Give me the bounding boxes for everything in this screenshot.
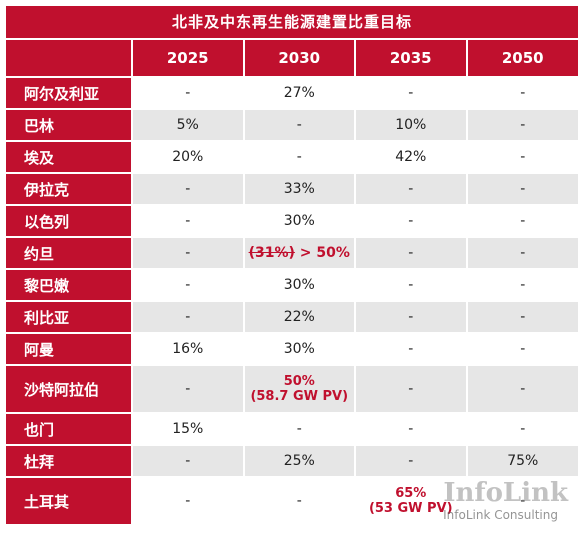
header-corner xyxy=(6,38,133,77)
value-cell: - xyxy=(243,476,356,524)
value-cell: - xyxy=(466,476,578,524)
value-cell: - xyxy=(355,364,468,413)
value-cell: 5% xyxy=(132,108,245,141)
value-cell: - xyxy=(243,108,356,141)
value-cell: 16% xyxy=(132,332,245,365)
value-cell: - xyxy=(355,204,468,237)
country-cell: 以色列 xyxy=(6,204,133,237)
value-cell: - xyxy=(466,268,578,301)
target-capacity: (53 GW PV) xyxy=(368,501,453,516)
new-target-value: 50% xyxy=(316,245,350,261)
target-capacity: (58.7 GW PV) xyxy=(250,389,349,404)
renewable-target-table: 2025 2030 2035 2050 阿尔及利亚 - 27% - - 巴林 5… xyxy=(6,38,578,524)
value-cell: - xyxy=(243,140,356,173)
value-cell: 10% xyxy=(355,108,468,141)
table-row: 以色列 - 30% - - xyxy=(6,204,578,237)
country-cell: 土耳其 xyxy=(6,476,133,524)
country-cell: 伊拉克 xyxy=(6,172,133,205)
value-cell: - xyxy=(355,268,468,301)
column-header: 2025 xyxy=(132,38,245,77)
value-cell: - xyxy=(466,364,578,413)
country-cell: 黎巴嫩 xyxy=(6,268,133,301)
value-cell: - xyxy=(132,268,245,301)
saudi-target-cell: 50% (58.7 GW PV) xyxy=(243,364,356,413)
old-target-value: (31%) xyxy=(248,245,295,261)
table-row: 利比亚 - 22% - - xyxy=(6,300,578,333)
value-cell: 25% xyxy=(243,444,356,477)
value-cell: 42% xyxy=(355,140,468,173)
header-row: 2025 2030 2035 2050 xyxy=(6,38,578,77)
table-row: 沙特阿拉伯 - 50% (58.7 GW PV) - - xyxy=(6,364,578,413)
table-row: 也门 15% - - - xyxy=(6,412,578,445)
value-cell: 15% xyxy=(132,412,245,445)
value-cell: - xyxy=(132,444,245,477)
country-cell: 利比亚 xyxy=(6,300,133,333)
column-header: 2035 xyxy=(355,38,468,77)
country-cell: 杜拜 xyxy=(6,444,133,477)
infolink-watermark-caption: InfoLink Consulting xyxy=(443,508,558,522)
turkey-target-cell: 65% (53 GW PV) xyxy=(355,476,468,524)
target-percent: 50% xyxy=(283,374,315,389)
table-row: 约旦 - (31%) > 50% - - xyxy=(6,236,578,269)
value-cell: - xyxy=(466,140,578,173)
table-row: 阿曼 16% 30% - - xyxy=(6,332,578,365)
value-cell: - xyxy=(132,172,245,205)
column-header: 2030 xyxy=(243,38,356,77)
value-cell: 30% xyxy=(243,204,356,237)
table-row: 土耳其 - - 65% (53 GW PV) - xyxy=(6,476,578,524)
value-cell: - xyxy=(466,412,578,445)
value-cell: - xyxy=(132,204,245,237)
value-cell: - xyxy=(466,172,578,205)
infolink-watermark-logo: InfoLink xyxy=(443,478,568,508)
country-cell: 阿尔及利亚 xyxy=(6,76,133,109)
value-cell: - xyxy=(132,236,245,269)
target-percent: 65% xyxy=(395,486,427,501)
country-cell: 埃及 xyxy=(6,140,133,173)
value-cell: 30% xyxy=(243,332,356,365)
value-cell: - xyxy=(466,300,578,333)
country-cell: 阿曼 xyxy=(6,332,133,365)
table-row: 埃及 20% - 42% - xyxy=(6,140,578,173)
value-cell: - xyxy=(466,236,578,269)
value-cell: - xyxy=(466,76,578,109)
country-cell: 沙特阿拉伯 xyxy=(6,364,133,413)
value-cell: 33% xyxy=(243,172,356,205)
table-row: 黎巴嫩 - 30% - - xyxy=(6,268,578,301)
value-cell: - xyxy=(466,204,578,237)
value-cell: 20% xyxy=(132,140,245,173)
country-cell: 也门 xyxy=(6,412,133,445)
value-cell: - xyxy=(466,332,578,365)
column-header: 2050 xyxy=(466,38,578,77)
value-cell: 27% xyxy=(243,76,356,109)
value-cell: - xyxy=(355,76,468,109)
value-cell: - xyxy=(355,236,468,269)
table-row: 巴林 5% - 10% - xyxy=(6,108,578,141)
value-cell: - xyxy=(243,412,356,445)
target-table-container: 北非及中东再生能源建置比重目标 2025 2030 2035 2050 阿尔及利… xyxy=(6,6,578,524)
value-cell: - xyxy=(355,412,468,445)
value-cell: - xyxy=(355,444,468,477)
value-cell: - xyxy=(355,300,468,333)
value-cell: - xyxy=(132,476,245,524)
revision-arrow: > xyxy=(294,245,317,261)
value-cell: 75% xyxy=(466,444,578,477)
country-cell: 约旦 xyxy=(6,236,133,269)
value-cell: - xyxy=(132,76,245,109)
value-cell: 22% xyxy=(243,300,356,333)
table-row: 阿尔及利亚 - 27% - - xyxy=(6,76,578,109)
table-row: 杜拜 - 25% - 75% xyxy=(6,444,578,477)
country-cell: 巴林 xyxy=(6,108,133,141)
value-cell: - xyxy=(132,300,245,333)
table-row: 伊拉克 - 33% - - xyxy=(6,172,578,205)
value-cell: - xyxy=(466,108,578,141)
value-cell: - xyxy=(355,332,468,365)
jordan-revised-target-cell: (31%) > 50% xyxy=(243,236,356,269)
value-cell: - xyxy=(355,172,468,205)
value-cell: 30% xyxy=(243,268,356,301)
value-cell: - xyxy=(132,364,245,413)
table-title: 北非及中东再生能源建置比重目标 xyxy=(6,6,578,38)
